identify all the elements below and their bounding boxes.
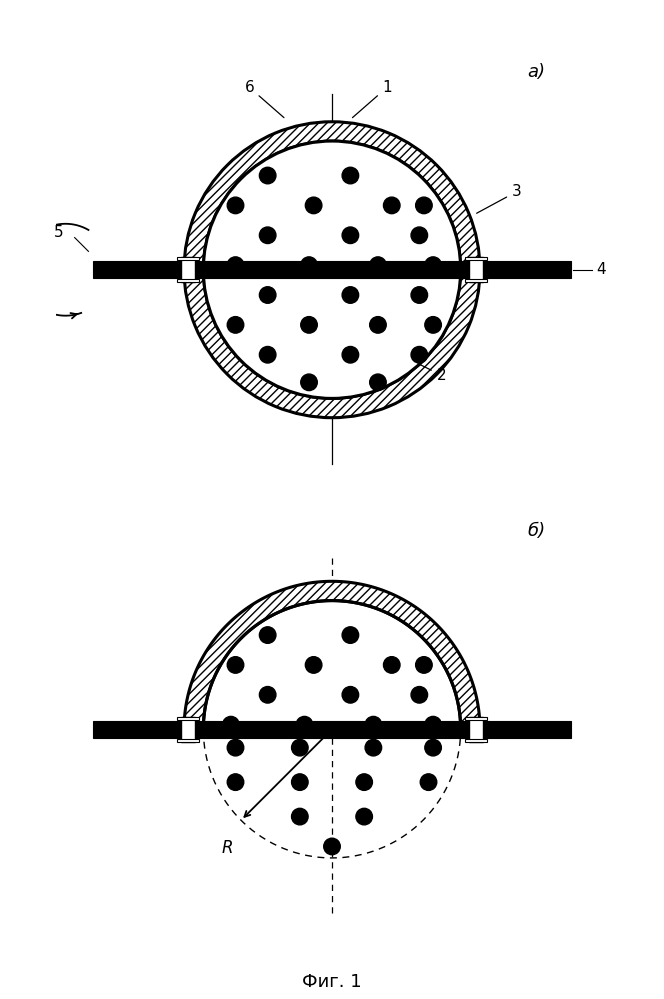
Circle shape	[342, 347, 359, 363]
Circle shape	[425, 317, 442, 333]
Circle shape	[370, 374, 386, 391]
Circle shape	[365, 716, 382, 733]
Bar	[177, 257, 199, 260]
Text: 1: 1	[353, 80, 392, 118]
Circle shape	[324, 838, 340, 855]
Bar	[181, 257, 195, 283]
Circle shape	[301, 317, 317, 333]
Circle shape	[260, 287, 276, 304]
Circle shape	[411, 287, 428, 304]
Circle shape	[227, 739, 244, 756]
Circle shape	[203, 141, 461, 399]
Circle shape	[227, 774, 244, 790]
Circle shape	[260, 167, 276, 184]
Text: R: R	[222, 838, 233, 856]
Circle shape	[260, 626, 276, 643]
Circle shape	[420, 774, 437, 790]
Circle shape	[260, 686, 276, 703]
Circle shape	[411, 347, 428, 363]
Circle shape	[370, 317, 386, 333]
Circle shape	[301, 374, 317, 391]
Bar	[93, 262, 571, 278]
Circle shape	[425, 257, 442, 274]
Circle shape	[227, 317, 244, 333]
Circle shape	[301, 257, 317, 274]
Circle shape	[356, 808, 373, 825]
Bar	[177, 280, 199, 283]
Circle shape	[370, 257, 386, 274]
Circle shape	[416, 656, 432, 673]
Circle shape	[342, 287, 359, 304]
Bar	[469, 716, 483, 742]
Circle shape	[411, 686, 428, 703]
Text: 2: 2	[418, 364, 446, 383]
Text: 6: 6	[244, 80, 284, 118]
Circle shape	[227, 257, 244, 274]
Text: а): а)	[527, 63, 545, 81]
Circle shape	[260, 227, 276, 244]
Circle shape	[384, 656, 400, 673]
Circle shape	[384, 197, 400, 214]
Text: б): б)	[527, 522, 545, 540]
Circle shape	[342, 626, 359, 643]
Circle shape	[425, 716, 442, 733]
Bar	[465, 716, 487, 719]
Circle shape	[291, 774, 308, 790]
Text: 4: 4	[596, 262, 606, 278]
Circle shape	[222, 716, 239, 733]
Text: 5: 5	[54, 226, 63, 241]
Circle shape	[291, 739, 308, 756]
Bar	[465, 257, 487, 260]
Bar	[177, 739, 199, 742]
Bar	[181, 716, 195, 742]
Circle shape	[416, 197, 432, 214]
Circle shape	[305, 197, 322, 214]
Circle shape	[342, 167, 359, 184]
Circle shape	[365, 739, 382, 756]
Bar	[465, 739, 487, 742]
Circle shape	[227, 656, 244, 673]
Circle shape	[305, 656, 322, 673]
Polygon shape	[184, 581, 480, 729]
Text: Фиг. 1: Фиг. 1	[302, 973, 362, 991]
Bar	[177, 716, 199, 719]
Bar	[93, 721, 571, 737]
Circle shape	[184, 122, 480, 418]
Circle shape	[227, 197, 244, 214]
Circle shape	[291, 808, 308, 825]
Text: 3: 3	[477, 184, 522, 213]
Polygon shape	[203, 600, 461, 729]
Circle shape	[342, 227, 359, 244]
Bar	[465, 280, 487, 283]
Circle shape	[296, 716, 313, 733]
Circle shape	[342, 686, 359, 703]
Circle shape	[411, 227, 428, 244]
Circle shape	[425, 739, 442, 756]
Circle shape	[356, 774, 373, 790]
Bar	[469, 257, 483, 283]
Circle shape	[260, 347, 276, 363]
Polygon shape	[184, 581, 480, 729]
